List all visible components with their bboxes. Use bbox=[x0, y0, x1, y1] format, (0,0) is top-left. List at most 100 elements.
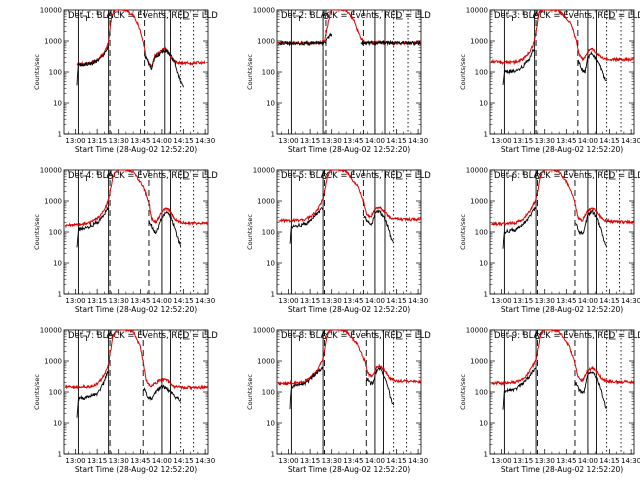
start-bracket-marker bbox=[82, 15, 87, 21]
x-tick-label: 14:15 bbox=[173, 457, 193, 465]
y-tick-label: 10 bbox=[53, 420, 62, 428]
events-series-line bbox=[577, 50, 607, 82]
x-tick-label: 13:00 bbox=[491, 297, 511, 305]
y-axis-label: Counts/sec bbox=[33, 214, 41, 250]
x-tick-label: 14:00 bbox=[578, 297, 598, 305]
y-tick-label: 1 bbox=[484, 291, 488, 299]
plot-frame bbox=[63, 169, 209, 295]
plot-frame bbox=[276, 9, 422, 135]
x-tick-label: 13:30 bbox=[109, 297, 129, 305]
x-tick-label: 14:15 bbox=[599, 457, 619, 465]
y-axis-label: Counts/sec bbox=[246, 54, 254, 90]
y-tick-label: 10 bbox=[479, 100, 488, 108]
panel-det-8: Det 8: BLACK = Events, RED = LLD 1 10 100 10… bbox=[246, 327, 431, 475]
x-tick-label: 13:15 bbox=[87, 137, 107, 145]
y-tick-label: 10 bbox=[53, 260, 62, 268]
x-tick-label: 13:45 bbox=[343, 137, 363, 145]
y-tick-label: 10 bbox=[479, 420, 488, 428]
lld-series-line bbox=[491, 330, 634, 386]
x-tick-label: 13:15 bbox=[87, 457, 107, 465]
events-series-line bbox=[148, 210, 182, 247]
x-tick-label: 14:15 bbox=[173, 297, 193, 305]
x-tick-label: 14:30 bbox=[195, 297, 215, 305]
end-bracket-marker bbox=[609, 173, 616, 180]
y-axis-label: Counts/sec bbox=[459, 54, 467, 90]
panel-det-6: Det 6: BLACK = Events, RED = LLD 1 10 100 10… bbox=[459, 167, 640, 315]
y-tick-label: 1 bbox=[271, 131, 275, 139]
y-tick-label: 1000 bbox=[470, 198, 488, 206]
x-tick-label: 13:15 bbox=[513, 137, 533, 145]
peak-circle-marker bbox=[322, 12, 329, 19]
panel-det-4: Det 4: BLACK = Events, RED = LLD 1 10 100 10… bbox=[33, 167, 218, 315]
x-tick-label: 14:00 bbox=[578, 457, 598, 465]
y-tick-label: 10000 bbox=[466, 7, 488, 15]
x-tick-label: 13:00 bbox=[65, 457, 85, 465]
panel-det-2: Det 2: BLACK = Events, RED = LLD 1 10 100 10… bbox=[246, 7, 431, 155]
y-tick-label: 100 bbox=[262, 69, 275, 77]
y-tick-label: 1000 bbox=[257, 38, 275, 46]
x-axis-label: Start Time (28-Aug-02 12:52:20) bbox=[288, 145, 410, 154]
x-tick-label: 13:15 bbox=[300, 297, 320, 305]
plot-area bbox=[64, 170, 208, 294]
plot-frame bbox=[489, 169, 635, 295]
x-tick-label: 13:15 bbox=[87, 297, 107, 305]
end-bracket-marker bbox=[396, 333, 403, 340]
y-tick-label: 10 bbox=[266, 100, 275, 108]
events-series-line bbox=[144, 48, 184, 88]
end-bracket-marker bbox=[609, 333, 616, 340]
x-axis-label: Start Time (28-Aug-02 12:52:20) bbox=[288, 465, 410, 474]
panel-title: Det 5: BLACK = Events, RED = LLD bbox=[281, 171, 431, 181]
events-series-line bbox=[289, 207, 324, 244]
x-tick-label: 13:30 bbox=[535, 457, 555, 465]
x-axis-label: Start Time (28-Aug-02 12:52:20) bbox=[501, 145, 623, 154]
y-axis-label: Counts/sec bbox=[33, 54, 41, 90]
events-series-line bbox=[143, 384, 182, 402]
x-tick-label: 14:30 bbox=[408, 137, 428, 145]
x-tick-label: 14:30 bbox=[195, 457, 215, 465]
plot-area bbox=[490, 10, 634, 134]
x-tick-label: 13:00 bbox=[65, 137, 85, 145]
x-tick-label: 13:00 bbox=[278, 297, 298, 305]
y-axis-label: Counts/sec bbox=[459, 214, 467, 250]
start-bracket-marker bbox=[82, 175, 87, 181]
x-tick-label: 13:45 bbox=[343, 457, 363, 465]
x-tick-label: 13:30 bbox=[322, 137, 342, 145]
x-tick-label: 13:00 bbox=[65, 297, 85, 305]
events-series-line bbox=[574, 209, 608, 248]
lld-series-line bbox=[76, 10, 206, 68]
y-tick-label: 100 bbox=[49, 229, 62, 237]
panel-title: Det 9: BLACK = Events, RED = LLD bbox=[494, 331, 640, 341]
y-tick-label: 10 bbox=[266, 260, 275, 268]
x-tick-label: 13:45 bbox=[343, 297, 363, 305]
y-tick-label: 100 bbox=[262, 229, 275, 237]
events-series-line bbox=[366, 366, 395, 406]
x-tick-label: 13:45 bbox=[556, 297, 576, 305]
x-tick-label: 13:45 bbox=[130, 137, 150, 145]
x-tick-label: 13:00 bbox=[491, 457, 511, 465]
y-tick-label: 1000 bbox=[257, 198, 275, 206]
x-axis-label: Start Time (28-Aug-02 12:52:20) bbox=[75, 465, 197, 474]
y-tick-label: 1 bbox=[58, 291, 62, 299]
x-tick-label: 14:00 bbox=[365, 137, 385, 145]
events-series-line bbox=[76, 46, 109, 86]
x-tick-label: 13:30 bbox=[322, 457, 342, 465]
start-bracket-marker bbox=[295, 175, 300, 181]
events-series-line bbox=[289, 366, 324, 410]
x-tick-label: 14:30 bbox=[621, 297, 640, 305]
x-tick-label: 14:00 bbox=[578, 137, 598, 145]
plot-area bbox=[491, 170, 634, 294]
plot-area bbox=[277, 10, 421, 134]
x-tick-label: 14:15 bbox=[173, 137, 193, 145]
x-tick-label: 14:15 bbox=[599, 297, 619, 305]
y-tick-label: 100 bbox=[475, 69, 488, 77]
y-axis-label: Counts/sec bbox=[33, 374, 41, 410]
x-tick-label: 13:15 bbox=[513, 297, 533, 305]
y-tick-label: 1000 bbox=[44, 198, 62, 206]
y-tick-label: 10000 bbox=[253, 7, 275, 15]
y-tick-label: 1000 bbox=[257, 358, 275, 366]
end-bracket-marker bbox=[183, 13, 190, 20]
y-tick-label: 10000 bbox=[40, 7, 62, 15]
plot-frame bbox=[63, 9, 209, 135]
y-tick-label: 1 bbox=[271, 451, 275, 459]
